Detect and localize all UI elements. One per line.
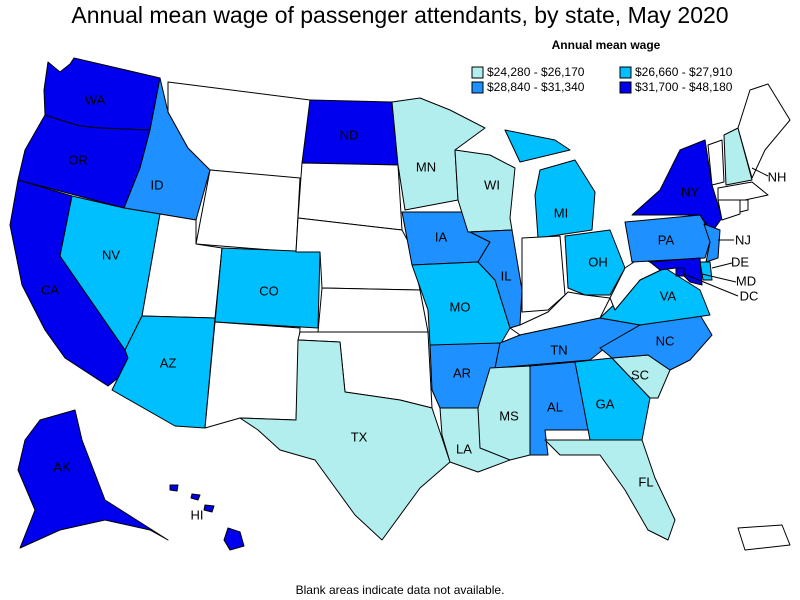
state-MD xyxy=(649,257,703,286)
state-OH xyxy=(564,229,626,296)
state-ME xyxy=(737,83,791,179)
state-VT xyxy=(707,139,725,186)
legend-swatch-1 xyxy=(619,66,632,79)
legend-title: Annual mean wage xyxy=(552,38,661,52)
state-PA xyxy=(624,214,713,263)
state-CT xyxy=(717,199,741,221)
legend-swatch-3 xyxy=(619,81,632,94)
state-label-MI: MI xyxy=(554,205,568,220)
state-label-NY: NY xyxy=(681,184,699,199)
legend-label-1: $26,660 - $27,910 xyxy=(635,65,733,79)
leader-lines xyxy=(683,167,769,297)
state-label-TX: TX xyxy=(351,429,368,444)
legend: Annual mean wage $24,280 - $26,170 $26,6… xyxy=(471,38,733,94)
leader-line-MD xyxy=(701,273,737,283)
legend-label-0: $24,280 - $26,170 xyxy=(487,65,585,79)
leader-line-DC xyxy=(683,273,739,297)
state-label-VA: VA xyxy=(660,288,677,303)
state-RI xyxy=(739,199,749,213)
state-NJ xyxy=(703,223,721,263)
state-WY xyxy=(195,169,301,253)
state-label-MN: MN xyxy=(416,159,436,174)
state-label-MO: MO xyxy=(450,299,471,314)
map-title: Annual mean wage of passenger attendants… xyxy=(71,2,729,28)
state-PR xyxy=(737,524,791,551)
state-label-NC: NC xyxy=(656,333,675,348)
state-label-AZ: AZ xyxy=(160,355,177,370)
state-label-WA: WA xyxy=(85,92,106,107)
state-label-ID: ID xyxy=(151,177,164,192)
state-label-CO: CO xyxy=(259,283,279,298)
states xyxy=(9,57,791,551)
state-label-DC: DC xyxy=(740,288,759,303)
state-label-NH: NH xyxy=(768,169,787,184)
state-NM xyxy=(204,321,301,429)
legend-swatch-0 xyxy=(471,66,484,79)
state-AK xyxy=(17,409,169,549)
state-label-GA: GA xyxy=(596,396,615,411)
state-label-AR: AR xyxy=(453,365,471,380)
state-label-OH: OH xyxy=(588,254,608,269)
legend-swatch-2 xyxy=(471,81,484,94)
state-label-FL: FL xyxy=(638,474,653,489)
state-label-NV: NV xyxy=(102,247,120,262)
state-label-SC: SC xyxy=(631,367,649,382)
state-label-WI: WI xyxy=(484,177,500,192)
state-WI xyxy=(454,149,516,233)
leader-line-NH xyxy=(751,167,769,177)
state-label-ND: ND xyxy=(340,127,359,142)
state-label-HI: HI xyxy=(191,507,204,522)
legend-label-2: $28,840 - $31,340 xyxy=(487,80,585,94)
state-label-IA: IA xyxy=(435,229,448,244)
state-HI xyxy=(169,484,245,551)
state-DC xyxy=(675,267,685,277)
state-MI xyxy=(504,129,596,239)
state-label-NJ: NJ xyxy=(735,232,751,247)
footnote: Blank areas indicate data not available. xyxy=(295,583,505,597)
state-IN xyxy=(521,235,566,313)
state-label-LA: LA xyxy=(456,441,472,456)
state-label-CA: CA xyxy=(41,282,59,297)
state-label-MS: MS xyxy=(499,408,519,423)
leader-line-DE xyxy=(711,262,733,269)
state-KS xyxy=(317,287,429,333)
state-labels: WA OR CA ID NV AZ CO ND MN IA MO AR TX L… xyxy=(41,92,786,522)
state-NH xyxy=(723,127,753,186)
state-TX xyxy=(239,339,451,541)
state-label-OR: OR xyxy=(68,152,88,167)
state-label-AK: AK xyxy=(53,459,71,474)
legend-label-3: $31,700 - $48,180 xyxy=(635,80,733,94)
state-label-MD: MD xyxy=(736,273,756,288)
state-FL xyxy=(544,439,676,541)
state-label-IL: IL xyxy=(501,268,512,283)
state-label-DE: DE xyxy=(731,254,749,269)
state-label-TN: TN xyxy=(550,342,567,357)
state-MA xyxy=(717,181,769,201)
state-label-AL: AL xyxy=(547,399,563,414)
state-label-PA: PA xyxy=(658,232,675,247)
